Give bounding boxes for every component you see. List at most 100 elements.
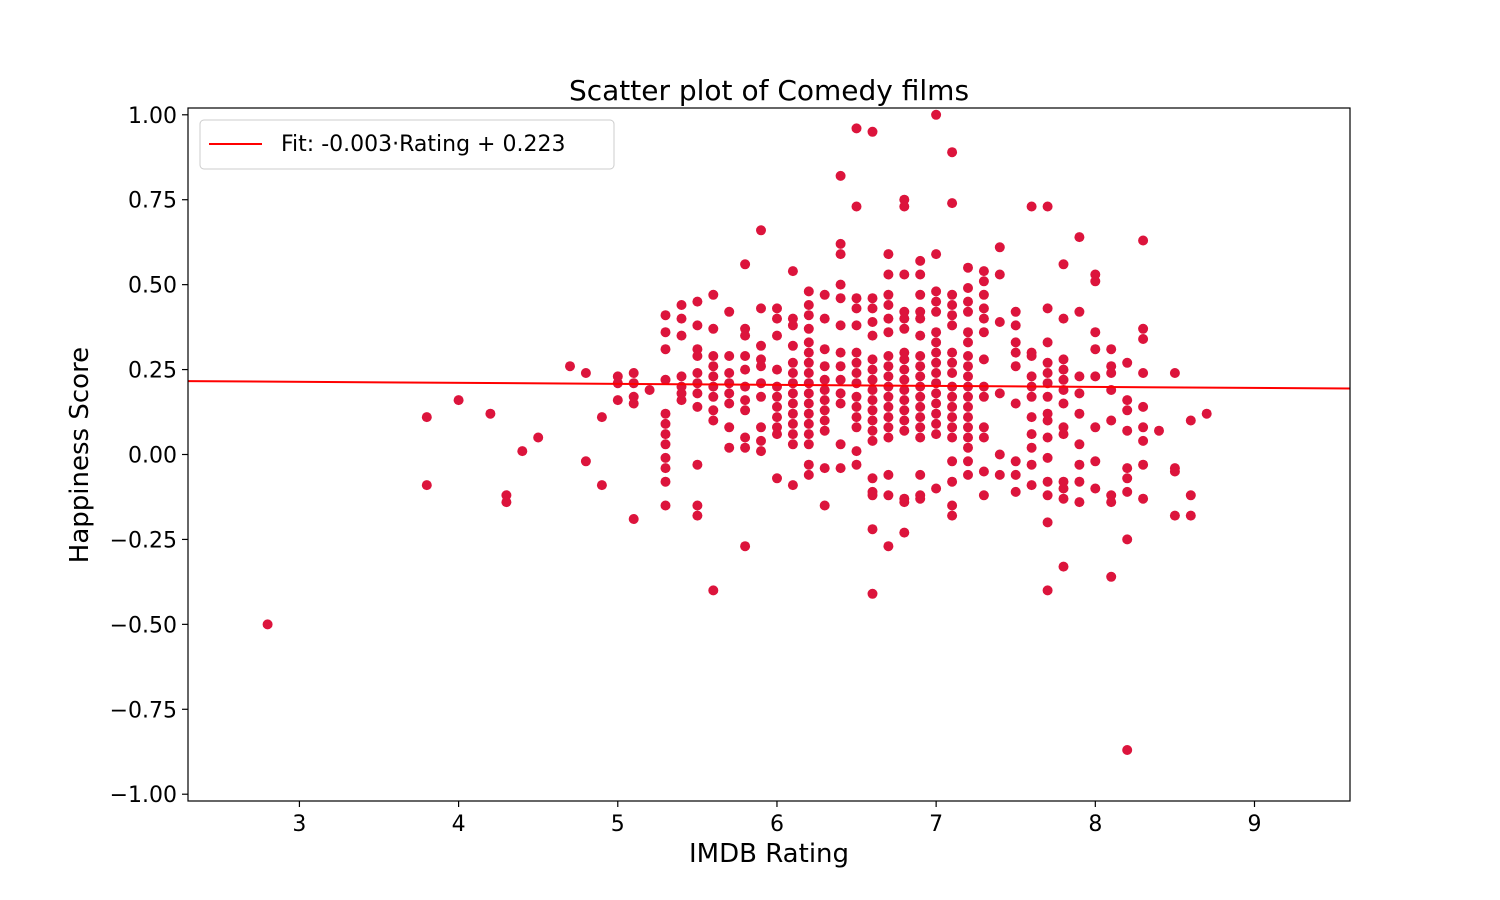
data-point-50 bbox=[692, 459, 703, 470]
data-point-207 bbox=[883, 432, 894, 443]
fit-line bbox=[187, 380, 1351, 390]
legend-fit-label: Fit: -0.003·Rating + 0.223 bbox=[281, 132, 565, 157]
data-point-36 bbox=[676, 313, 687, 324]
data-point-187 bbox=[867, 435, 878, 446]
data-point-145 bbox=[819, 500, 830, 511]
data-point-356 bbox=[1058, 313, 1069, 324]
data-point-172 bbox=[851, 446, 862, 457]
data-point-368 bbox=[1074, 232, 1085, 243]
data-point-108 bbox=[787, 368, 798, 378]
data-point-159 bbox=[851, 123, 862, 134]
data-point-336 bbox=[1026, 429, 1037, 440]
data-point-12 bbox=[596, 412, 607, 423]
data-point-110 bbox=[787, 388, 798, 399]
data-point-2 bbox=[421, 480, 432, 491]
data-point-140 bbox=[819, 395, 830, 406]
data-point-62 bbox=[708, 585, 719, 596]
data-point-400 bbox=[1122, 534, 1133, 545]
data-point-191 bbox=[867, 524, 878, 535]
data-point-354 bbox=[1042, 585, 1053, 596]
data-point-141 bbox=[819, 405, 830, 416]
x-tick-label-5: 5 bbox=[611, 812, 625, 837]
data-point-250 bbox=[931, 296, 942, 307]
data-point-266 bbox=[947, 289, 958, 300]
data-point-374 bbox=[1074, 459, 1085, 470]
data-point-418 bbox=[1185, 510, 1196, 521]
data-point-96 bbox=[772, 381, 782, 392]
data-point-270 bbox=[947, 347, 958, 358]
data-point-416 bbox=[1185, 415, 1196, 426]
data-point-344 bbox=[1042, 368, 1053, 378]
data-point-124 bbox=[803, 368, 814, 378]
data-point-393 bbox=[1122, 357, 1133, 368]
data-point-209 bbox=[883, 490, 894, 501]
data-point-318 bbox=[994, 449, 1005, 460]
data-point-133 bbox=[803, 469, 814, 480]
data-point-394 bbox=[1122, 395, 1133, 406]
data-point-234 bbox=[915, 330, 926, 341]
data-point-52 bbox=[692, 510, 703, 521]
data-point-91 bbox=[756, 446, 766, 457]
data-point-264 bbox=[947, 147, 958, 158]
data-point-227 bbox=[899, 497, 910, 508]
data-point-397 bbox=[1122, 463, 1133, 474]
plot-frame bbox=[187, 107, 1351, 802]
x-tick-label-6: 6 bbox=[770, 812, 784, 837]
data-point-306 bbox=[978, 327, 989, 338]
data-point-123 bbox=[803, 357, 814, 368]
data-point-365 bbox=[1058, 483, 1069, 494]
data-point-130 bbox=[803, 429, 814, 440]
data-point-337 bbox=[1026, 442, 1037, 453]
data-point-260 bbox=[931, 408, 942, 419]
data-point-358 bbox=[1058, 364, 1069, 375]
data-point-42 bbox=[692, 296, 703, 307]
data-point-9 bbox=[565, 361, 575, 372]
data-point-411 bbox=[1154, 425, 1164, 436]
data-point-59 bbox=[708, 391, 719, 402]
data-point-293 bbox=[963, 391, 973, 402]
data-point-314 bbox=[994, 242, 1005, 253]
data-point-73 bbox=[740, 330, 751, 341]
data-point-64 bbox=[724, 351, 735, 361]
data-point-49 bbox=[692, 401, 703, 412]
data-point-90 bbox=[756, 435, 766, 446]
x-tick-label-3: 3 bbox=[292, 812, 306, 837]
data-point-289 bbox=[963, 351, 973, 361]
x-tick-label-4: 4 bbox=[452, 812, 466, 837]
data-point-277 bbox=[947, 422, 958, 433]
data-point-43 bbox=[692, 320, 703, 331]
data-point-194 bbox=[883, 269, 894, 280]
data-point-37 bbox=[676, 330, 687, 341]
data-point-16 bbox=[612, 395, 623, 406]
data-point-370 bbox=[1074, 371, 1085, 382]
data-point-249 bbox=[931, 286, 942, 297]
y-tick-label-7: −0.75 bbox=[110, 698, 177, 723]
data-point-185 bbox=[867, 415, 878, 426]
data-point-169 bbox=[851, 401, 862, 412]
data-point-174 bbox=[867, 126, 878, 137]
data-point-258 bbox=[931, 388, 942, 399]
data-point-222 bbox=[899, 395, 910, 406]
data-point-225 bbox=[899, 425, 910, 436]
data-point-102 bbox=[772, 473, 782, 484]
data-point-196 bbox=[883, 300, 894, 310]
data-point-57 bbox=[708, 371, 719, 382]
data-point-137 bbox=[819, 361, 830, 372]
data-point-122 bbox=[803, 347, 814, 358]
data-point-33 bbox=[660, 476, 671, 487]
data-point-176 bbox=[867, 303, 878, 314]
data-point-11 bbox=[580, 456, 591, 467]
y-tick-label-8: −1.00 bbox=[110, 783, 177, 808]
data-point-324 bbox=[1010, 361, 1021, 372]
data-point-339 bbox=[1026, 480, 1037, 491]
data-point-352 bbox=[1042, 490, 1053, 501]
data-point-192 bbox=[867, 588, 878, 599]
data-point-401 bbox=[1122, 745, 1133, 755]
data-point-112 bbox=[787, 408, 798, 419]
data-point-126 bbox=[803, 388, 814, 399]
x-axis-label: IMDB Rating bbox=[689, 839, 849, 869]
data-point-251 bbox=[931, 306, 942, 317]
data-point-385 bbox=[1106, 344, 1117, 355]
data-point-61 bbox=[708, 415, 719, 426]
data-point-328 bbox=[1010, 486, 1021, 497]
